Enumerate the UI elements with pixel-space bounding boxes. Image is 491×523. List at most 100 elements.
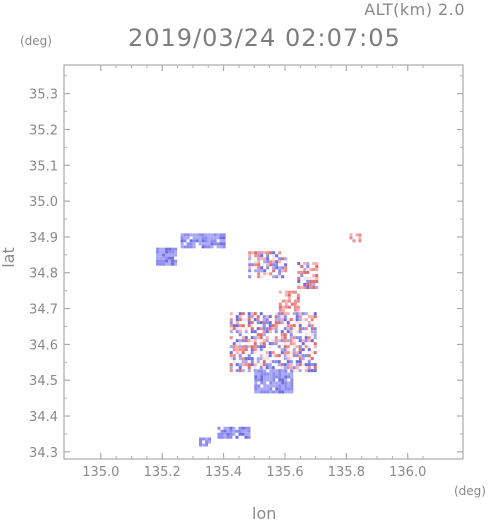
echo-cell: [204, 239, 208, 243]
echo-cell: [300, 265, 304, 268]
echo-cell: [222, 239, 226, 243]
echo-cell: [256, 336, 260, 340]
echo-cell: [204, 233, 208, 237]
echo-cell: [298, 363, 302, 367]
echo-cell: [254, 384, 258, 388]
echo-cell: [284, 257, 288, 261]
echo-cell: [292, 348, 296, 352]
echo-cell: [263, 272, 267, 276]
echo-cell: [186, 233, 190, 237]
echo-cell: [310, 357, 314, 361]
echo-cell: [210, 233, 214, 237]
echo-cell: [257, 251, 261, 255]
echo-cell: [306, 265, 310, 268]
echo-cell: [274, 327, 278, 331]
echo-cell: [290, 302, 294, 306]
echo-cell: [244, 360, 248, 364]
echo-cell: [266, 272, 270, 276]
echo-cell: [312, 277, 316, 280]
echo-cell: [254, 369, 258, 373]
echo-cell: [274, 318, 278, 322]
echo-cell: [281, 269, 285, 273]
echo-cell: [192, 245, 196, 249]
echo-cell: [180, 239, 184, 243]
echo-cell: [284, 269, 288, 273]
echo-cell: [229, 321, 233, 325]
echo-cell: [262, 324, 266, 328]
echo-cell: [271, 342, 275, 346]
echo-cell: [306, 268, 310, 271]
echo-cell: [280, 312, 284, 316]
echo-cell: [180, 233, 184, 237]
echo-cell: [226, 432, 230, 436]
echo-cell: [290, 390, 294, 394]
echo-cell: [275, 390, 279, 394]
echo-cell: [241, 318, 245, 322]
echo-cell: [180, 245, 184, 249]
echo-cell: [271, 360, 275, 364]
echo-cell: [307, 369, 311, 373]
echo-cell: [256, 357, 260, 361]
echo-cell: [306, 283, 310, 286]
echo-cell: [283, 339, 287, 343]
echo-cell: [259, 348, 263, 352]
echo-cell: [244, 435, 248, 439]
echo-cell: [222, 245, 226, 249]
echo-cell: [226, 426, 230, 430]
echo-cell: [207, 236, 211, 240]
echo-cell: [283, 342, 287, 346]
echo-cell: [289, 363, 293, 367]
echo-cell: [275, 266, 279, 270]
echo-cell: [290, 290, 294, 294]
echo-cell: [272, 384, 276, 388]
echo-cell: [295, 330, 299, 334]
echo-cell: [219, 245, 223, 249]
datetime-title: 2019/03/24 02:07:05: [128, 24, 401, 52]
echo-cell: [251, 251, 255, 255]
echo-cell: [248, 260, 252, 264]
echo-cell: [247, 357, 251, 361]
echo-cell: [307, 366, 311, 370]
echo-cell: [198, 239, 202, 243]
echo-cell: [286, 330, 290, 334]
altitude-label: ALT(km) 2.0: [364, 0, 465, 19]
echo-cell: [307, 315, 311, 319]
echo-cell: [247, 369, 251, 373]
echo-cell: [238, 330, 242, 334]
echo-cell: [300, 286, 304, 289]
echo-cell: [280, 318, 284, 322]
echo-cell: [208, 437, 212, 441]
echo-cell: [313, 333, 317, 337]
echo-cell: [235, 345, 239, 349]
echo-cell: [280, 363, 284, 367]
echo-cell: [286, 351, 290, 355]
echo-cell: [260, 369, 264, 373]
echo-cell: [292, 369, 296, 373]
echo-cell: [295, 336, 299, 340]
echo-cell: [250, 339, 254, 343]
echo-cell: [262, 315, 266, 319]
echo-cell: [162, 250, 166, 254]
echo-cell: [263, 384, 267, 388]
echo-cell: [283, 354, 287, 358]
x-tick-label: 135.4: [205, 465, 242, 480]
echo-cell: [254, 251, 258, 255]
echo-cell: [244, 348, 248, 352]
echo-cell: [238, 363, 242, 367]
echo-cell: [286, 327, 290, 331]
echo-cell: [290, 372, 294, 376]
echo-cell: [274, 360, 278, 364]
echo-cell: [281, 266, 285, 270]
echo-cell: [284, 299, 288, 303]
echo-cell: [287, 375, 291, 379]
echo-cell: [229, 318, 233, 322]
echo-cell: [275, 260, 279, 264]
echo-cell: [275, 384, 279, 388]
echo-cell: [297, 280, 301, 283]
echo-cell: [301, 339, 305, 343]
echo-cell: [280, 321, 284, 325]
echo-cell: [257, 263, 261, 267]
echo-cell: [259, 312, 263, 316]
echo-cell: [229, 369, 233, 373]
echo-cell: [257, 254, 261, 258]
